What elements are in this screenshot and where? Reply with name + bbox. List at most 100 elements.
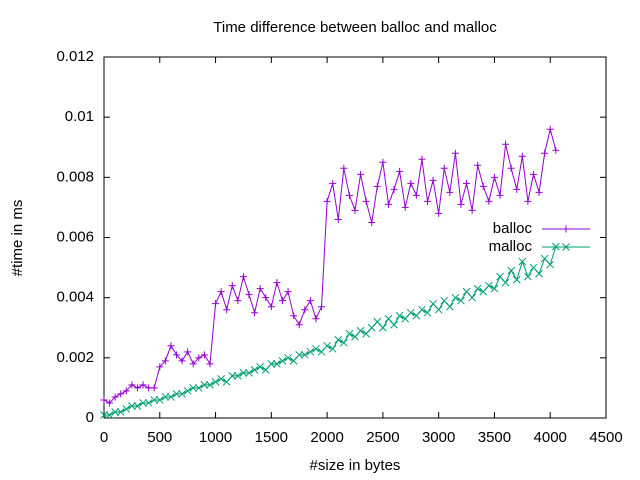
point-marker	[323, 197, 331, 205]
point-marker	[318, 303, 326, 311]
point-marker	[290, 312, 298, 320]
y-tick-label: 0	[86, 409, 94, 426]
point-marker	[200, 381, 209, 389]
point-marker	[251, 309, 259, 317]
point-marker	[329, 179, 337, 187]
point-marker	[357, 170, 365, 178]
point-marker	[379, 158, 387, 166]
point-marker	[546, 260, 555, 269]
point-marker	[139, 381, 147, 389]
point-marker	[306, 297, 314, 305]
x-tick-label: 1500	[255, 429, 288, 446]
point-marker	[195, 354, 203, 362]
point-marker	[535, 188, 543, 196]
point-marker	[239, 369, 248, 377]
point-marker	[267, 303, 275, 311]
x-tick-label: 2500	[366, 429, 399, 446]
point-marker	[178, 357, 186, 365]
y-axis-label: #time in ms	[9, 200, 26, 277]
point-marker	[518, 152, 526, 160]
x-tick-label: 0	[100, 429, 108, 446]
point-marker	[217, 375, 225, 383]
point-marker	[301, 306, 309, 314]
point-marker	[128, 381, 136, 389]
point-marker	[278, 297, 286, 305]
point-marker	[396, 167, 404, 175]
point-marker	[245, 369, 253, 377]
point-marker	[273, 359, 281, 368]
point-marker	[485, 281, 493, 290]
point-marker	[345, 329, 354, 338]
chart-title: Time difference between balloc and mallo…	[213, 19, 497, 36]
point-marker	[463, 179, 471, 187]
point-marker	[362, 197, 370, 205]
point-marker	[173, 351, 181, 359]
point-marker	[133, 402, 142, 410]
y-tick-label: 0.012	[56, 48, 94, 65]
point-marker	[323, 341, 331, 350]
point-marker	[485, 197, 493, 205]
point-marker	[105, 411, 114, 419]
legend-marker	[562, 225, 570, 233]
point-marker	[513, 185, 521, 193]
point-marker	[529, 170, 537, 178]
x-tick-label: 3500	[478, 429, 511, 446]
point-marker	[479, 182, 487, 190]
point-marker	[212, 300, 220, 308]
point-marker	[490, 173, 498, 181]
point-marker	[429, 176, 437, 184]
point-marker	[284, 288, 292, 296]
point-marker	[541, 149, 549, 157]
point-marker	[457, 296, 465, 305]
point-marker	[423, 308, 432, 317]
point-marker	[144, 399, 153, 407]
point-marker	[457, 200, 465, 208]
point-marker	[184, 348, 192, 356]
point-marker	[106, 399, 114, 407]
point-marker	[446, 188, 454, 196]
y-tick-label: 0.002	[56, 349, 94, 366]
x-axis-label: #size in bytes	[310, 457, 401, 474]
point-marker	[524, 197, 532, 205]
point-marker	[128, 402, 136, 410]
legend-label: malloc	[489, 238, 533, 255]
point-marker	[501, 278, 510, 287]
point-marker	[100, 396, 108, 404]
point-marker	[445, 302, 454, 311]
point-marker	[395, 311, 404, 320]
point-marker	[167, 342, 175, 350]
point-marker	[183, 387, 192, 395]
point-marker	[496, 191, 504, 199]
point-marker	[507, 164, 515, 172]
legend-label: balloc	[493, 220, 533, 237]
point-marker	[150, 384, 158, 392]
point-marker	[111, 393, 119, 401]
point-marker	[418, 155, 426, 163]
point-marker	[133, 384, 141, 392]
point-marker	[206, 381, 214, 389]
x-tick-label: 4500	[589, 429, 622, 446]
point-marker	[340, 164, 348, 172]
point-marker	[552, 146, 560, 154]
y-tick-label: 0.006	[56, 228, 94, 245]
point-marker	[406, 308, 415, 317]
point-marker	[295, 350, 304, 359]
point-marker	[339, 338, 348, 347]
point-marker	[468, 293, 476, 302]
point-marker	[178, 390, 186, 398]
y-tick-label: 0.004	[56, 289, 94, 306]
legend-marker	[562, 243, 570, 251]
point-marker	[211, 378, 220, 386]
point-marker	[451, 149, 459, 157]
point-marker	[273, 279, 281, 287]
point-marker	[223, 306, 231, 314]
point-marker	[474, 161, 482, 169]
point-marker	[100, 411, 108, 419]
y-tick-label: 0.008	[56, 168, 94, 185]
point-marker	[228, 372, 237, 380]
point-marker	[267, 359, 276, 368]
point-marker	[295, 321, 303, 329]
point-marker	[379, 323, 387, 332]
point-marker	[262, 294, 270, 302]
